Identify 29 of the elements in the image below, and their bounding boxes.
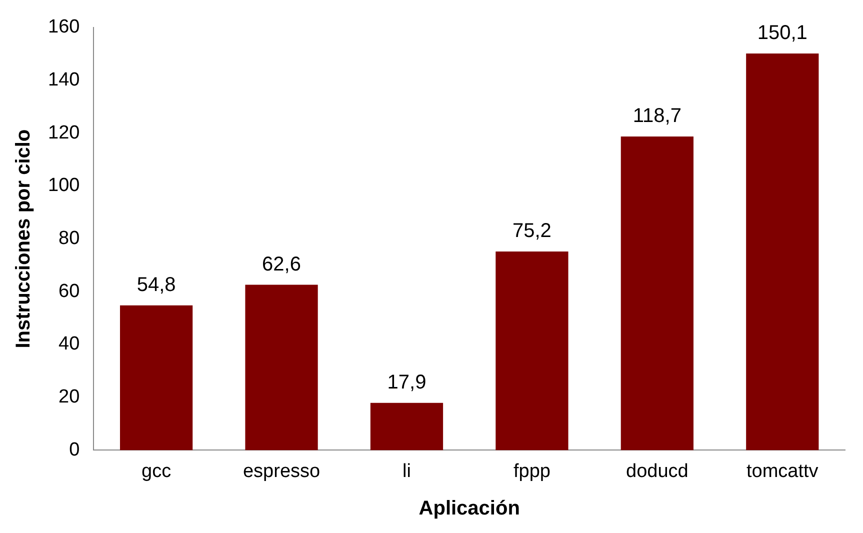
y-tick-label: 160 [48,16,80,38]
bar [245,284,318,450]
bar [120,305,193,450]
data-label: 75,2 [512,220,552,242]
y-tick-label: 0 [69,439,80,460]
x-tick-label: doducd [626,460,688,482]
data-label: 17,9 [387,371,426,394]
x-tick-label: gcc [142,460,172,482]
bar [496,251,568,450]
data-label: 54,8 [136,274,176,296]
x-tick-label: li [402,460,411,482]
y-axis-title: Instrucciones por ciclo [12,129,35,348]
x-axis-title: Aplicación [418,498,520,520]
bar [746,54,819,450]
y-tick-label: 140 [48,69,80,90]
y-tick-label: 120 [48,122,80,144]
x-tick-label: fppp [513,460,550,482]
y-tick-label: 80 [58,228,80,250]
data-label: 62,6 [262,253,301,276]
x-tick-label: tomcattv [746,460,819,482]
bar [370,402,444,450]
y-tick-label: 20 [58,386,80,408]
data-label: 118,7 [632,105,682,128]
bar [620,136,694,450]
y-tick-label: 40 [58,334,80,355]
data-label: 150,1 [757,22,808,44]
y-tick-label: 100 [48,175,80,196]
y-tick-label: 60 [58,280,80,302]
x-tick-label: espresso [242,460,320,482]
